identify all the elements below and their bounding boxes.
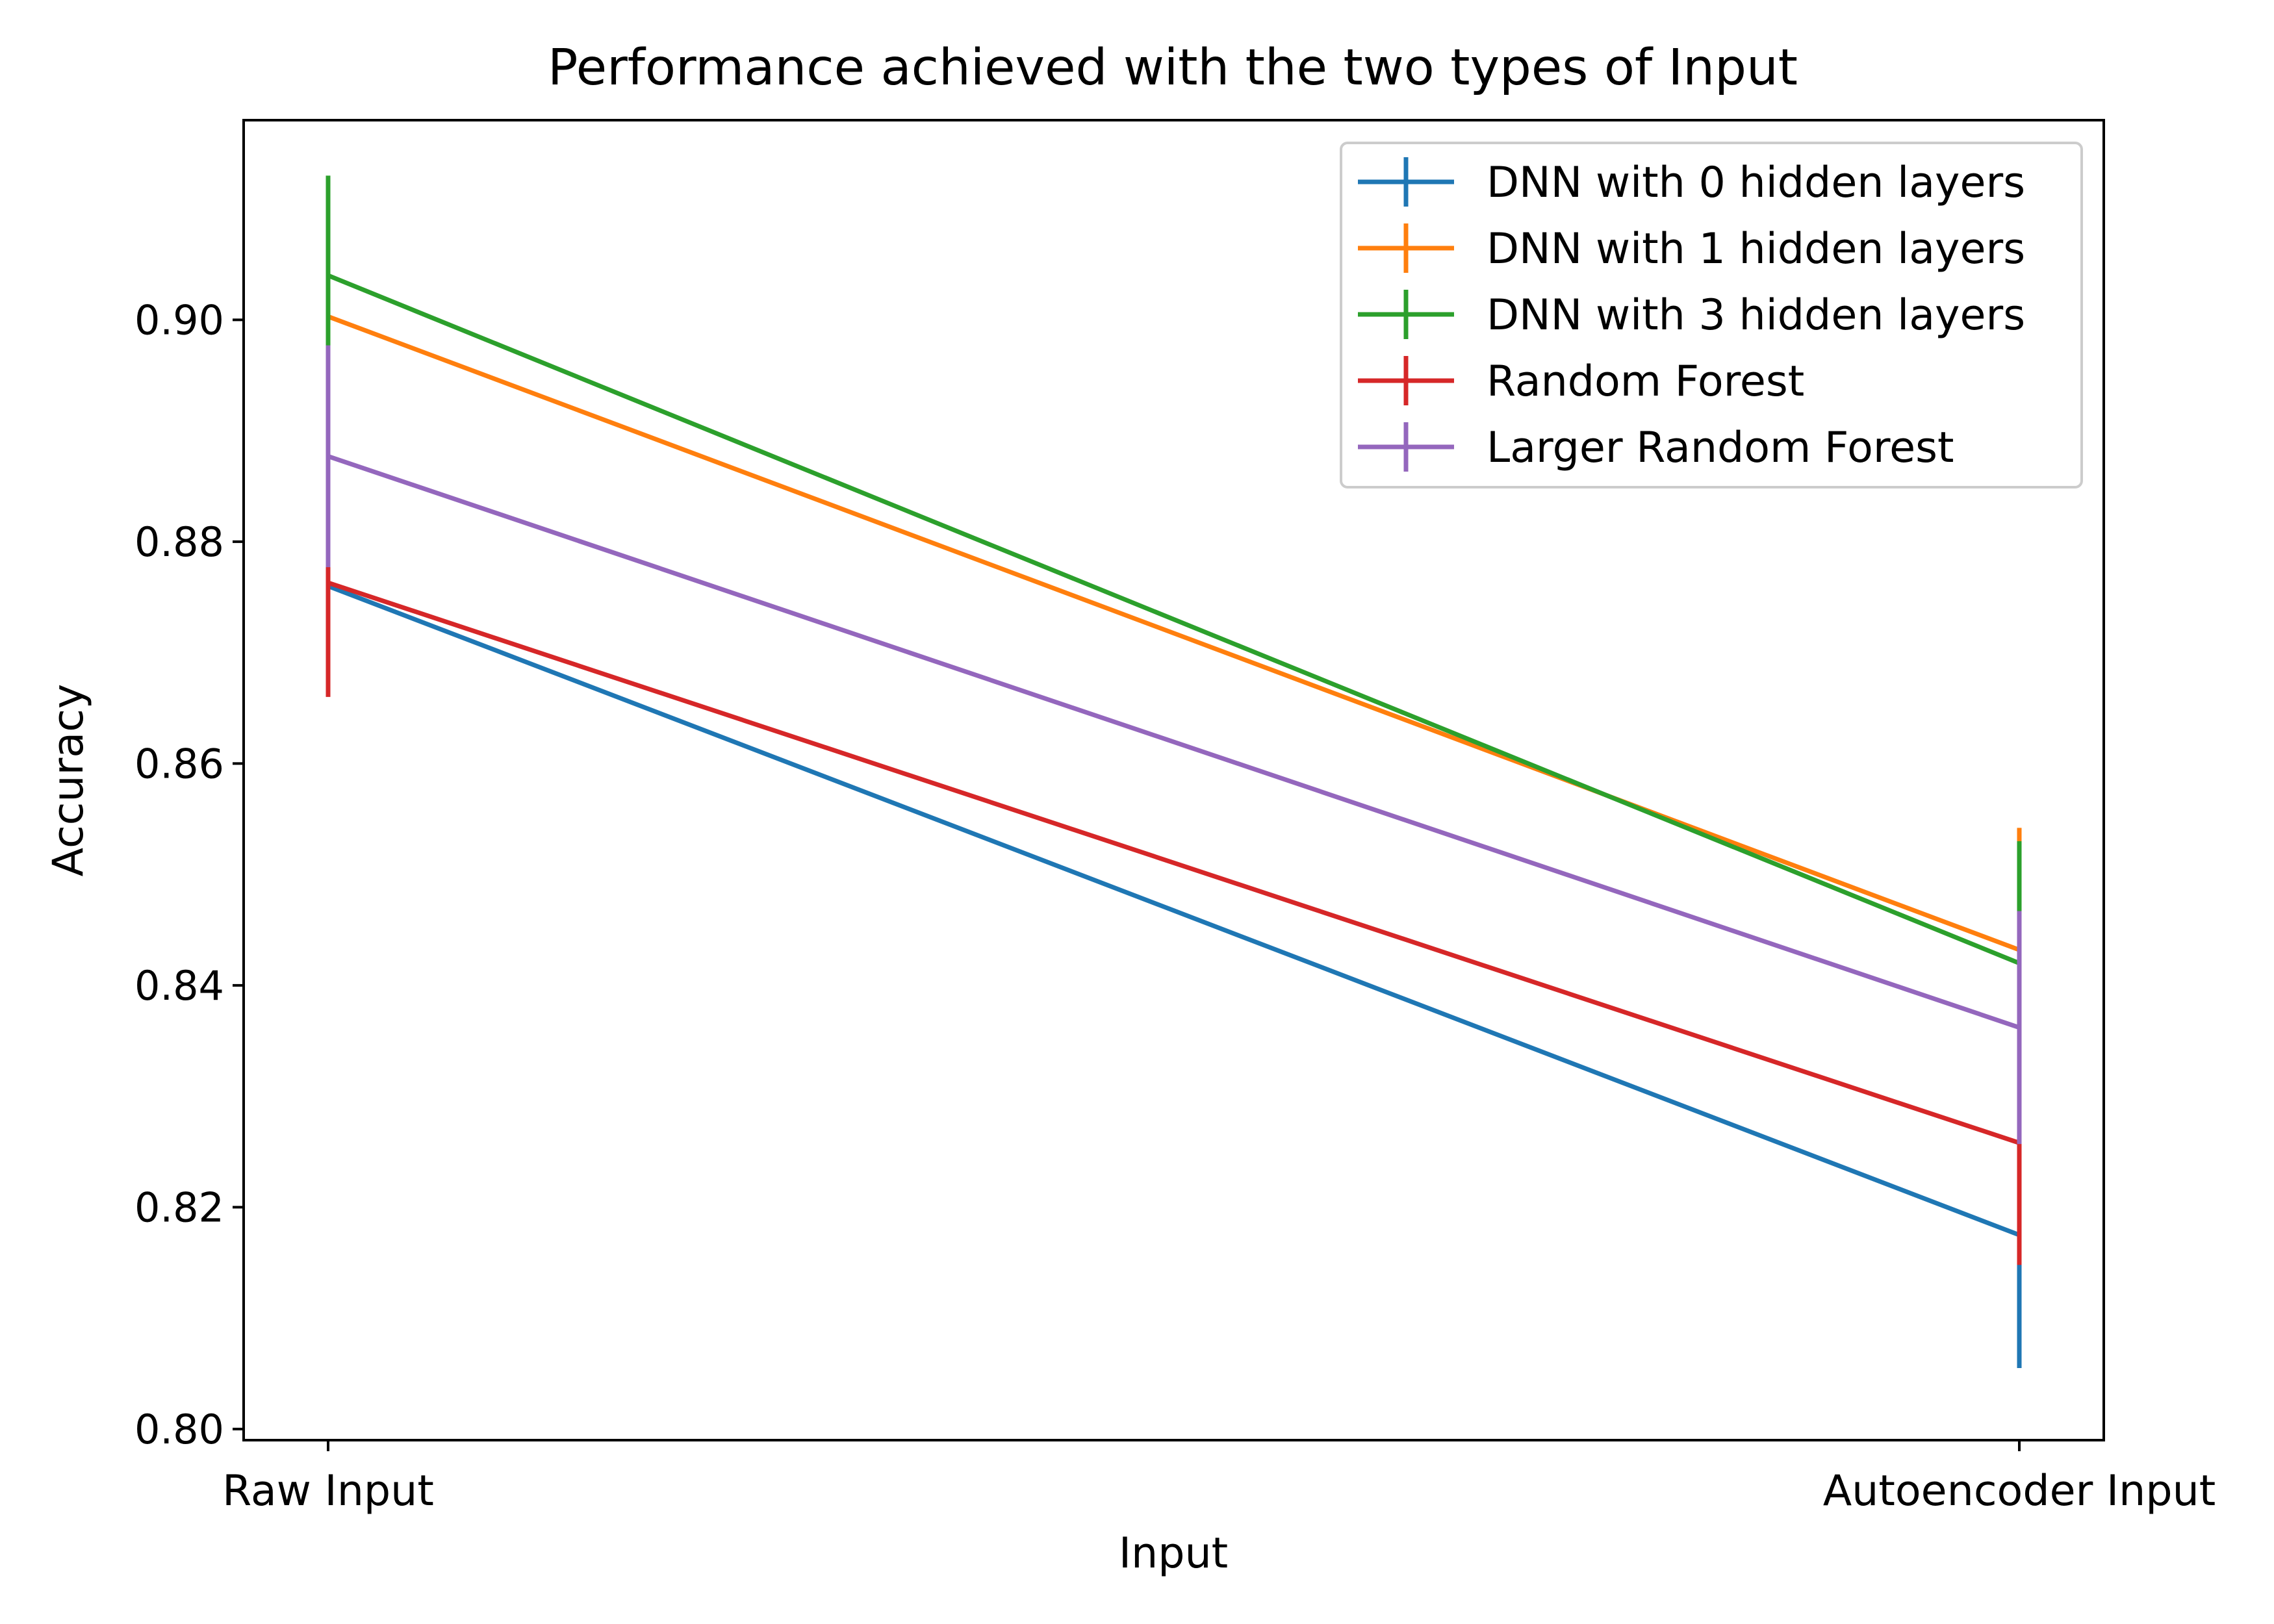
legend: DNN with 0 hidden layers DNN with 1 hidde… <box>1340 142 2083 488</box>
y-tick-label: 0.90 <box>134 296 224 344</box>
legend-label: Larger Random Forest <box>1487 424 1954 472</box>
chart-title: Performance achieved with the two types … <box>548 39 1798 97</box>
legend-item: DNN with 0 hidden layers <box>1358 157 2025 207</box>
x-tick-label: Autoencoder Input <box>1823 1467 2216 1516</box>
series-line <box>327 314 2021 952</box>
x-axis: Raw Input Autoencoder Input <box>222 1440 2216 1516</box>
legend-item: DNN with 3 hidden layers <box>1358 290 2025 340</box>
legend-item: Larger Random Forest <box>1358 422 1954 472</box>
y-axis-label: Accuracy <box>44 684 93 877</box>
series-line <box>327 580 2021 1145</box>
y-tick-label: 0.84 <box>134 962 224 1009</box>
x-tick-label: Raw Input <box>222 1467 434 1516</box>
legend-label: Random Forest <box>1487 357 1804 406</box>
legend-items: DNN with 0 hidden layers DNN with 1 hidde… <box>1358 157 2025 472</box>
series-line <box>327 454 2021 1030</box>
y-axis: 0.80 0.82 0.84 0.86 0.88 0.90 <box>134 296 244 1453</box>
legend-item: Random Forest <box>1358 356 1804 406</box>
x-axis-label: Input <box>1119 1529 1228 1578</box>
series-5 <box>326 345 2022 1145</box>
legend-label: DNN with 1 hidden layers <box>1487 225 2025 273</box>
series-layer <box>326 175 2022 1369</box>
series-line <box>327 583 2021 1237</box>
y-tick-label: 0.80 <box>134 1406 224 1453</box>
y-tick-label: 0.82 <box>134 1184 224 1231</box>
legend-label: DNN with 0 hidden layers <box>1487 159 2025 207</box>
series-line <box>327 273 2021 965</box>
y-tick-label: 0.86 <box>134 740 224 787</box>
plot-area-frame <box>242 119 2105 1441</box>
legend-box <box>1340 142 2083 488</box>
legend-item: DNN with 1 hidden layers <box>1358 223 2025 273</box>
y-tick-label: 0.88 <box>134 518 224 566</box>
legend-label: DNN with 3 hidden layers <box>1487 291 2025 340</box>
